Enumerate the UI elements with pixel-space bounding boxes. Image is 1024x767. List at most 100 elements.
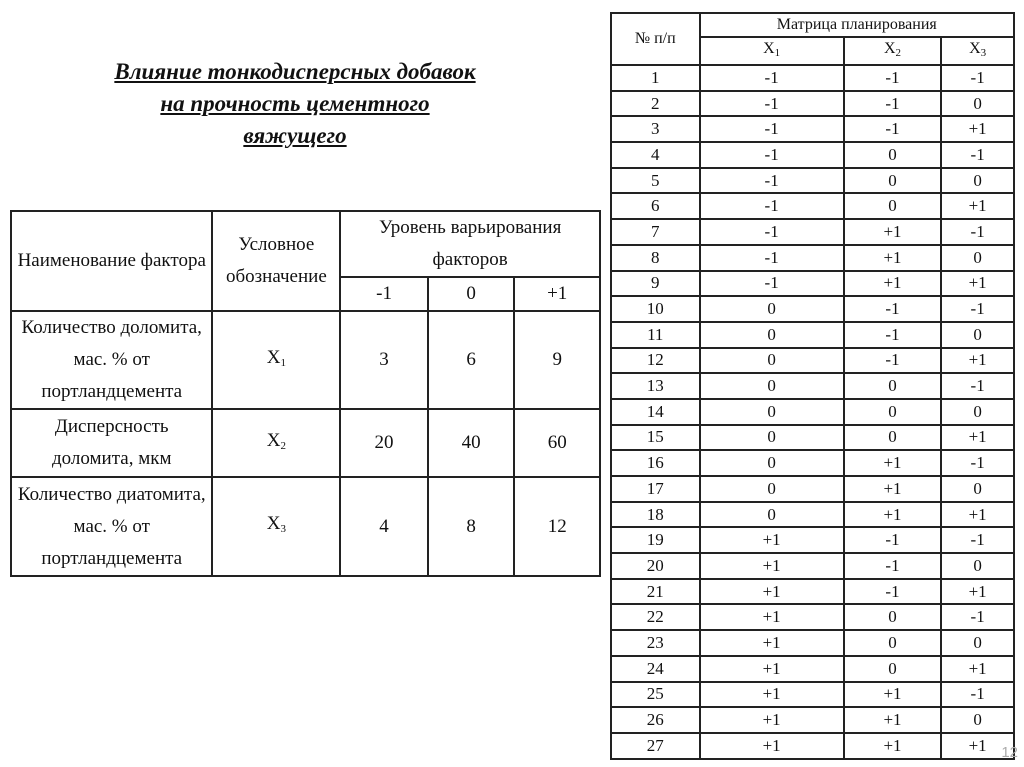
matrix-value: 0 (940, 552, 1015, 580)
row-number: 24 (610, 654, 701, 683)
matrix-value: -1 (940, 603, 1015, 632)
matrix-value: +1 (940, 577, 1015, 606)
matrix-value: 0 (698, 320, 845, 349)
symbol-index: 2 (280, 439, 286, 452)
row-number: 17 (610, 475, 701, 503)
row-number: 6 (610, 192, 701, 221)
matrix-value: -1 (698, 166, 845, 195)
table-row: 21 +1 -1 +1 (610, 577, 1015, 606)
matrix-value: -1 (842, 346, 943, 375)
table-row: 3 -1 -1 +1 (610, 115, 1015, 144)
symbol-letter: X (266, 429, 281, 451)
matrix-value: +1 (698, 603, 845, 632)
table-row: 19 +1 -1 -1 (610, 526, 1015, 555)
symbol-letter: X (763, 40, 775, 57)
matrix-value: -1 (940, 526, 1015, 555)
level-value: 60 (513, 408, 601, 478)
symbol-index: 3 (280, 523, 286, 535)
matrix-value: +1 (842, 269, 943, 298)
row-number: 4 (610, 141, 701, 169)
table-row: 7 -1 +1 -1 (610, 218, 1015, 246)
table-row: 10 0 -1 -1 (610, 295, 1015, 323)
table-row: Количество диатомита, мас. % от портланд… (9, 476, 601, 577)
table-row: 2 -1 -1 0 (610, 89, 1015, 118)
row-number: 12 (610, 346, 701, 375)
matrix-value: -1 (698, 141, 845, 169)
matrix-value: -1 (842, 115, 943, 144)
matrix-value: +1 (698, 654, 845, 683)
symbol-index: 1 (774, 47, 781, 59)
matrix-value: +1 (842, 218, 943, 246)
table-row: 5 -1 0 0 (610, 166, 1015, 195)
matrix-value: -1 (940, 372, 1015, 400)
matrix-value: -1 (940, 141, 1015, 169)
row-number: 8 (610, 243, 701, 272)
table-row: 20 +1 -1 0 (610, 552, 1015, 580)
header-number: № п/п (610, 12, 701, 66)
header-matrix: Матрица планирования (698, 12, 1015, 38)
row-number: 11 (610, 320, 701, 349)
matrix-value: 0 (842, 654, 943, 683)
factors-table: Наименование фактора Условное обозначени… (9, 210, 601, 577)
row-number: 19 (610, 526, 701, 555)
row-number: 10 (610, 295, 701, 323)
matrix-value: -1 (842, 552, 943, 580)
matrix-value: 0 (698, 397, 845, 426)
matrix-value: +1 (940, 192, 1015, 221)
matrix-value: -1 (698, 243, 845, 272)
matrix-value: +1 (698, 552, 845, 580)
symbol-index: 2 (895, 47, 902, 59)
factor-name: Количество диатомита, мас. % от портланд… (9, 476, 214, 577)
row-number: 7 (610, 218, 701, 246)
row-number: 25 (610, 680, 701, 709)
symbol-index: 3 (980, 47, 987, 59)
row-number: 21 (610, 577, 701, 606)
matrix-value: +1 (940, 500, 1015, 529)
table-row: 9 -1 +1 +1 (610, 269, 1015, 298)
table-row: 17 0 +1 0 (610, 475, 1015, 503)
row-number: 14 (610, 397, 701, 426)
factor-name: Дисперсность доломита, мкм (9, 408, 214, 478)
factor-name: Количество доломита, мас. % от портландц… (9, 310, 214, 410)
table-row: 1 -1 -1 -1 (610, 64, 1015, 92)
table-row: 23 +1 0 0 (610, 629, 1015, 657)
symbol-letter: X (883, 40, 896, 57)
matrix-value: -1 (940, 449, 1015, 477)
matrix-value: -1 (698, 64, 845, 92)
slide-title: Влияние тонкодисперсных добавок на прочн… (114, 59, 476, 148)
matrix-value: 0 (940, 320, 1015, 349)
planning-matrix-table: № п/п Матрица планирования X1 X2 X3 1 -1 -1-… (610, 12, 1015, 760)
header-level-plus: +1 (513, 276, 601, 312)
matrix-value: -1 (842, 64, 943, 92)
matrix-value: -1 (698, 218, 845, 246)
row-number: 3 (610, 115, 701, 144)
table-row: 13 0 0 -1 (610, 372, 1015, 400)
matrix-value: 0 (698, 449, 845, 477)
row-number: 5 (610, 166, 701, 195)
matrix-value: +1 (842, 731, 943, 760)
header-level-zero: 0 (426, 276, 516, 312)
matrix-value: 0 (842, 423, 943, 452)
symbol-letter: X (266, 513, 281, 534)
matrix-value: +1 (940, 731, 1015, 760)
matrix-value: -1 (698, 115, 845, 144)
table-row: 6 -1 0 +1 (610, 192, 1015, 221)
table-row: 8 -1 +1 0 (610, 243, 1015, 272)
level-value: 3 (339, 310, 429, 410)
matrix-value: +1 (842, 449, 943, 477)
matrix-value: 0 (842, 141, 943, 169)
matrix-value: +1 (842, 680, 943, 709)
matrix-value: 0 (842, 603, 943, 632)
row-number: 22 (610, 603, 701, 632)
matrix-value: -1 (842, 295, 943, 323)
matrix-value: +1 (940, 269, 1015, 298)
matrix-value: +1 (842, 706, 943, 734)
row-number: 18 (610, 500, 701, 529)
level-value: 12 (513, 476, 601, 577)
level-value: 6 (426, 310, 516, 410)
matrix-value: 0 (698, 372, 845, 400)
table-row: 25 +1 +1 -1 (610, 680, 1015, 709)
table-row: 27 +1 +1 +1 (610, 731, 1015, 760)
level-value: 8 (426, 476, 516, 577)
matrix-value: -1 (842, 89, 943, 118)
